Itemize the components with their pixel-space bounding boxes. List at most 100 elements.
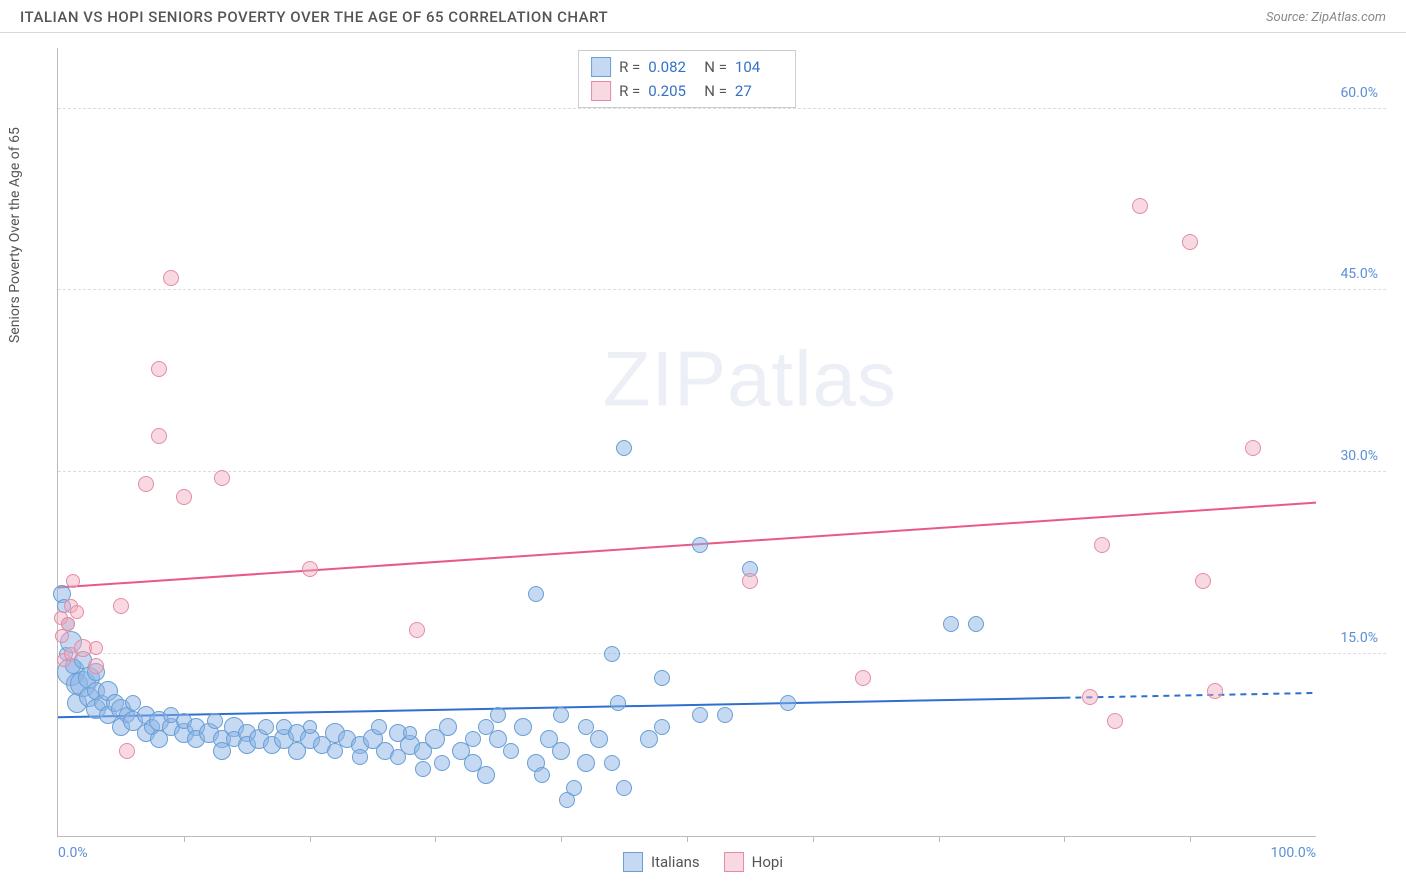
point-hopi bbox=[409, 622, 425, 638]
point-italians bbox=[968, 616, 984, 632]
point-hopi bbox=[163, 270, 179, 286]
plot-area: Seniors Poverty Over the Age of 65 ZIPat… bbox=[45, 48, 1386, 837]
swatch-blue-icon bbox=[591, 57, 611, 77]
y-tick-label: 30.0% bbox=[1340, 448, 1378, 464]
swatch-blue-icon bbox=[623, 852, 643, 872]
x-tick-mark bbox=[813, 836, 814, 842]
x-tick-label: 100.0% bbox=[1271, 845, 1316, 861]
point-italians bbox=[943, 616, 959, 632]
point-hopi bbox=[55, 629, 69, 643]
point-hopi bbox=[176, 489, 192, 505]
point-italians bbox=[604, 646, 620, 662]
point-hopi bbox=[1094, 537, 1110, 553]
point-hopi bbox=[1082, 689, 1098, 705]
point-hopi bbox=[1107, 713, 1123, 729]
point-hopi bbox=[1245, 440, 1261, 456]
x-tick-mark bbox=[310, 836, 311, 842]
point-hopi bbox=[1195, 573, 1211, 589]
point-italians bbox=[610, 695, 626, 711]
point-italians bbox=[465, 731, 481, 747]
point-hopi bbox=[151, 428, 167, 444]
point-italians bbox=[371, 719, 387, 735]
point-italians bbox=[439, 718, 457, 736]
scatter-plot: ZIPatlas R = 0.082 N = 104 R = 0.205 N =… bbox=[57, 48, 1316, 837]
y-tick-label: 45.0% bbox=[1340, 266, 1378, 282]
point-hopi bbox=[70, 605, 84, 619]
point-italians bbox=[604, 755, 620, 771]
watermark-thin: atlas bbox=[727, 334, 897, 422]
point-italians bbox=[780, 695, 796, 711]
point-italians bbox=[692, 537, 708, 553]
x-tick-mark bbox=[939, 836, 940, 842]
point-hopi bbox=[66, 574, 80, 588]
point-hopi bbox=[1207, 683, 1223, 699]
point-italians bbox=[352, 749, 368, 765]
point-italians bbox=[692, 707, 708, 723]
stat-n-value-italians: 104 bbox=[735, 55, 783, 79]
point-italians bbox=[654, 670, 670, 686]
point-italians bbox=[534, 767, 550, 783]
point-hopi bbox=[89, 641, 103, 655]
point-italians bbox=[403, 726, 417, 740]
point-italians bbox=[566, 780, 582, 796]
point-hopi bbox=[214, 470, 230, 486]
stat-n-label: N = bbox=[704, 55, 727, 79]
x-tick-mark bbox=[687, 836, 688, 842]
stats-legend-box: R = 0.082 N = 104 R = 0.205 N = 27 bbox=[578, 50, 796, 108]
stat-n-label: N = bbox=[704, 79, 727, 103]
point-hopi bbox=[113, 598, 129, 614]
stat-r-value-hopi: 0.205 bbox=[648, 79, 696, 103]
point-hopi bbox=[119, 743, 135, 759]
x-tick-mark bbox=[1190, 836, 1191, 842]
legend-label: Hopi bbox=[752, 853, 783, 871]
point-italians bbox=[207, 713, 223, 729]
point-italians bbox=[528, 586, 544, 602]
point-italians bbox=[415, 761, 431, 777]
source-credit: Source: ZipAtlas.com bbox=[1266, 10, 1386, 25]
point-hopi bbox=[302, 561, 318, 577]
header-bar: ITALIAN VS HOPI SENIORS POVERTY OVER THE… bbox=[0, 0, 1406, 33]
y-axis-label: Seniors Poverty Over the Age of 65 bbox=[7, 127, 23, 343]
trendlines-svg bbox=[58, 48, 1316, 836]
stat-r-label: R = bbox=[619, 79, 640, 103]
point-italians bbox=[553, 707, 569, 723]
x-tick-mark bbox=[1064, 836, 1065, 842]
stat-n-value-hopi: 27 bbox=[735, 79, 783, 103]
gridline-h bbox=[58, 653, 1386, 654]
gridline-h bbox=[58, 289, 1386, 290]
watermark: ZIPatlas bbox=[603, 333, 897, 424]
point-italians bbox=[577, 754, 595, 772]
gridline-h bbox=[58, 471, 1386, 472]
point-hopi bbox=[138, 476, 154, 492]
y-tick-label: 60.0% bbox=[1340, 85, 1378, 101]
stats-row-italians: R = 0.082 N = 104 bbox=[591, 55, 783, 79]
point-italians bbox=[616, 780, 632, 796]
point-italians bbox=[303, 720, 317, 734]
x-tick-mark bbox=[184, 836, 185, 842]
point-hopi bbox=[742, 573, 758, 589]
swatch-pink-icon bbox=[724, 852, 744, 872]
swatch-pink-icon bbox=[591, 81, 611, 101]
point-italians bbox=[503, 743, 519, 759]
watermark-bold: ZIP bbox=[603, 334, 727, 422]
point-italians bbox=[654, 719, 670, 735]
legend-item-hopi: Hopi bbox=[724, 852, 783, 872]
legend-item-italians: Italians bbox=[623, 852, 700, 872]
stats-row-hopi: R = 0.205 N = 27 bbox=[591, 79, 783, 103]
point-italians bbox=[616, 440, 632, 456]
point-hopi bbox=[1132, 198, 1148, 214]
stat-r-value-italians: 0.082 bbox=[648, 55, 696, 79]
x-tick-mark bbox=[561, 836, 562, 842]
point-hopi bbox=[151, 361, 167, 377]
point-italians bbox=[490, 707, 506, 723]
point-italians bbox=[434, 755, 450, 771]
chart-title: ITALIAN VS HOPI SENIORS POVERTY OVER THE… bbox=[20, 8, 608, 26]
point-italians bbox=[258, 719, 274, 735]
point-italians bbox=[552, 742, 570, 760]
point-italians bbox=[590, 730, 608, 748]
x-tick-mark bbox=[435, 836, 436, 842]
point-italians bbox=[477, 766, 495, 784]
point-hopi bbox=[88, 658, 104, 674]
x-tick-label: 0.0% bbox=[58, 845, 88, 861]
point-hopi bbox=[855, 670, 871, 686]
